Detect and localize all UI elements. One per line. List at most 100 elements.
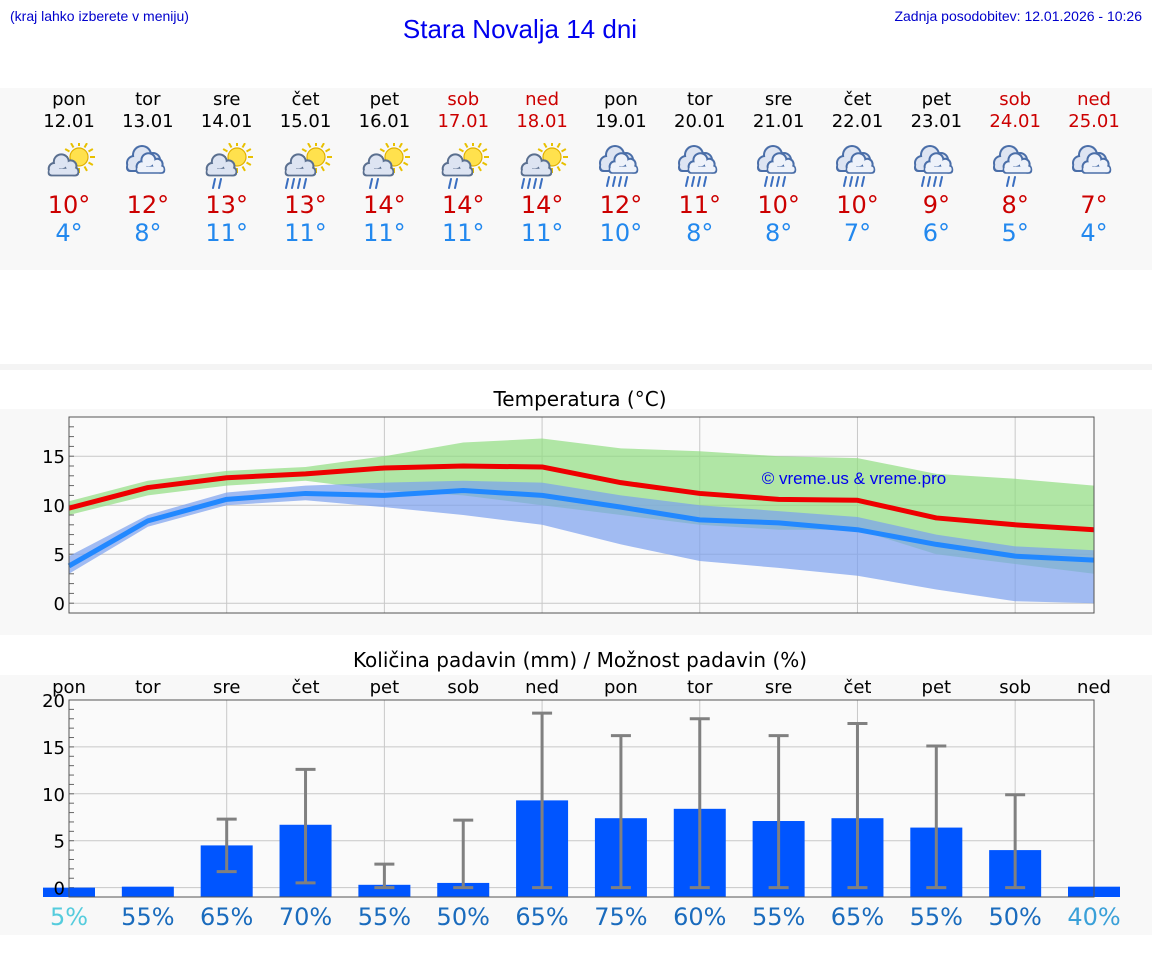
cloud-rain-icon xyxy=(598,145,639,187)
temp-max: 12° xyxy=(126,191,170,219)
day-name: čet xyxy=(843,89,872,110)
temp-min: 5° xyxy=(1001,219,1029,247)
y-tick-label: 5 xyxy=(54,832,65,853)
category-label: tor xyxy=(687,677,713,698)
day-date: 19.01 xyxy=(595,111,647,132)
precip-chance-label: 50% xyxy=(436,903,490,931)
temp-max: 12° xyxy=(599,191,643,219)
day-date: 25.01 xyxy=(1068,111,1120,132)
min-temp-line xyxy=(67,488,1095,569)
last-updated: Zadnja posodobitev: 12.01.2026 - 10:26 xyxy=(894,8,1142,24)
precip-bar xyxy=(358,884,411,897)
day-column: čet 15.01 13° 11° xyxy=(266,88,346,247)
precip-chance-label: 55% xyxy=(909,903,963,931)
day-name: sre xyxy=(764,89,793,110)
category-label: sre xyxy=(213,677,240,698)
precip-chance-label: 40% xyxy=(1067,903,1121,931)
y-tick-label: 20 xyxy=(42,691,65,712)
plot-border xyxy=(68,416,1095,614)
day-column: pon 12.01 10° 4° xyxy=(29,88,109,247)
temp-min: 10° xyxy=(599,219,643,247)
cloud-rain-icon xyxy=(677,145,717,187)
temp-min: 11° xyxy=(284,219,327,247)
day-date: 14.01 xyxy=(200,111,253,132)
temp-max: 14° xyxy=(363,191,406,219)
cloud-rain-icon xyxy=(914,145,954,187)
max-temp-line xyxy=(68,463,1095,533)
day-name: ned xyxy=(525,89,560,110)
category-label: ned xyxy=(525,677,559,698)
daily-forecast-strip: pon 12.01 10° 4° tor 13.01 12° 8° sre 14.01 13° 11°… xyxy=(0,88,1152,270)
category-label: ned xyxy=(1077,677,1111,698)
temp-min: 7° xyxy=(843,219,872,247)
day-column: sre 21.01 10° 8° xyxy=(739,88,819,247)
category-label: čet xyxy=(292,677,320,698)
day-name: sob xyxy=(447,89,480,110)
cloud-rain-icon xyxy=(835,145,875,187)
day-date: 20.01 xyxy=(674,111,726,132)
temp-min: 11° xyxy=(520,219,564,247)
day-column: čet 22.01 10° 7° xyxy=(818,88,898,247)
temp-max: 14° xyxy=(441,191,485,219)
day-date: 13.01 xyxy=(122,111,174,132)
temp-max: 8° xyxy=(1001,191,1029,219)
sun-cloud-light-rain-icon xyxy=(205,143,253,189)
temp-max: 13° xyxy=(284,191,327,219)
category-label: sob xyxy=(447,677,479,698)
temp-min: 4° xyxy=(1080,219,1108,247)
sun-cloud-light-rain-icon xyxy=(363,143,411,189)
day-name: čet xyxy=(291,89,320,110)
sun-cloud-rain-icon xyxy=(284,143,332,189)
divider xyxy=(0,364,1152,370)
day-column: tor 20.01 11° 8° xyxy=(660,88,740,247)
watermark: © vreme.us & vreme.pro xyxy=(762,469,946,488)
day-date: 21.01 xyxy=(752,111,805,132)
cloud-rain-icon xyxy=(756,145,796,187)
temperature-chart-title: Temperatura (°C) xyxy=(493,387,667,411)
category-label: sob xyxy=(999,677,1031,698)
temp-max: 10° xyxy=(836,191,879,219)
precip-chance-label: 55% xyxy=(357,903,412,931)
precip-chance-label: 55% xyxy=(751,903,806,931)
min-range-band xyxy=(69,480,1094,604)
day-date: 15.01 xyxy=(279,111,332,132)
day-name: tor xyxy=(687,89,713,110)
day-column: pet 16.01 14° 11° xyxy=(344,88,424,247)
day-name: pon xyxy=(52,89,86,110)
day-name: pon xyxy=(604,89,638,110)
cloudy-icon xyxy=(125,145,166,174)
category-label: pon xyxy=(52,677,86,698)
day-column: sob 17.01 14° 11° xyxy=(423,88,503,247)
precip-chance-label: 65% xyxy=(830,903,885,931)
precip-chance-label: 55% xyxy=(121,903,175,931)
day-date: 17.01 xyxy=(437,111,490,132)
cloudy-icon xyxy=(1072,145,1112,174)
y-tick-label: 15 xyxy=(42,738,65,759)
temp-min: 11° xyxy=(441,219,485,247)
temp-min: 4° xyxy=(55,219,83,247)
sun-cloud-icon xyxy=(47,143,95,177)
day-column: tor 13.01 12° 8° xyxy=(108,88,188,247)
y-tick-label: 10 xyxy=(42,785,65,806)
day-column: pet 23.01 9° 6° xyxy=(896,88,976,247)
plot-border xyxy=(68,699,1095,898)
y-tick-label: 0 xyxy=(54,594,65,615)
forecast-band xyxy=(0,88,1152,270)
day-date: 16.01 xyxy=(358,111,411,132)
category-label: sre xyxy=(765,677,792,698)
category-label: pon xyxy=(604,677,638,698)
day-column: sob 24.01 8° 5° xyxy=(975,88,1055,247)
day-date: 24.01 xyxy=(989,111,1041,132)
temp-max: 11° xyxy=(678,191,722,219)
y-tick-label: 10 xyxy=(42,496,65,517)
page-title: Stara Novalja 14 dni xyxy=(402,14,638,44)
location-hint: (kraj lahko izberete v meniju) xyxy=(10,8,189,24)
category-label: pet xyxy=(370,677,400,698)
sun-cloud-light-rain-icon xyxy=(441,143,490,189)
y-tick-label: 5 xyxy=(54,545,65,566)
precip-bar xyxy=(437,882,490,897)
y-tick-label: 15 xyxy=(42,447,65,468)
day-name: sre xyxy=(212,89,241,110)
precipitation-chart-title: Količina padavin (mm) / Možnost padavin … xyxy=(352,648,808,672)
